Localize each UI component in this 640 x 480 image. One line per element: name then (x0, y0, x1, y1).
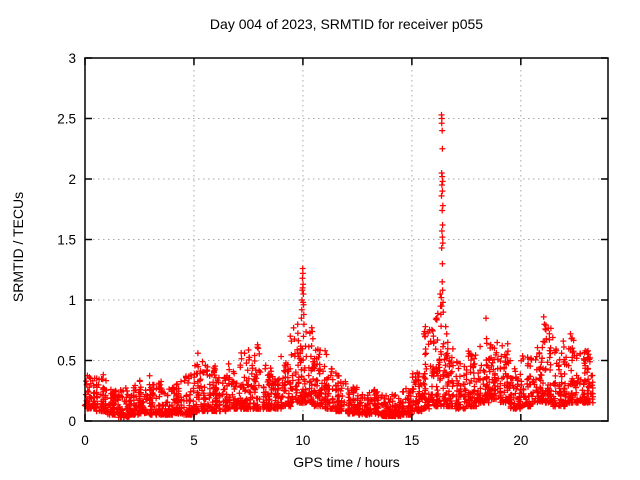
y-tick-label: 0.5 (57, 354, 76, 369)
grid-lines (93, 60, 600, 413)
x-tick-label: 20 (513, 433, 528, 448)
y-tick-label: 0 (68, 414, 76, 429)
tick-marks (84, 57, 608, 422)
y-tick-label: 2 (68, 172, 76, 187)
x-tick-label: 5 (190, 433, 198, 448)
x-tick-label: 15 (404, 433, 419, 448)
y-tick-label: 1.5 (57, 233, 76, 248)
y-tick-label: 2.5 (57, 112, 76, 127)
tick-labels: 0 5 10 15 20 0 0.5 1 1.5 2 2.5 3 (57, 51, 528, 448)
chart-title: Day 004 of 2023, SRMTID for receiver p05… (209, 16, 484, 32)
data-points (81, 111, 596, 421)
y-tick-label: 1 (68, 293, 76, 308)
x-tick-label: 10 (295, 433, 310, 448)
y-tick-label: 3 (68, 51, 76, 66)
x-axis-label: GPS time / hours (293, 454, 400, 470)
x-tick-label: 0 (81, 433, 89, 448)
